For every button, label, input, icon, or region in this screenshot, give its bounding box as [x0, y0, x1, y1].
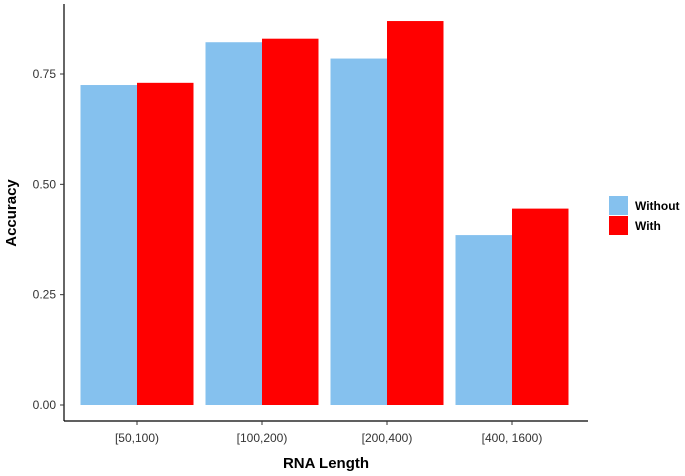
x-tick-label: [100,200): [237, 431, 288, 445]
legend-label-without: Without: [635, 199, 680, 213]
x-tick-label: [50,100): [115, 431, 159, 445]
x-tick-label: [400, 1600): [482, 431, 543, 445]
y-ticks: 0.00 0.25 0.50 0.75: [33, 67, 64, 412]
x-axis-title: RNA Length: [283, 455, 369, 472]
bar-without-3: [455, 235, 512, 405]
y-tick-label: 0.25: [33, 288, 57, 302]
legend-label-with: With: [635, 219, 661, 233]
legend: Without With: [609, 196, 680, 235]
y-tick-label: 0.50: [33, 177, 57, 191]
bar-with-2: [387, 21, 444, 405]
legend-key-with: [609, 216, 628, 235]
bar-without-2: [330, 58, 387, 405]
bar-without-1: [205, 42, 262, 405]
bar-with-3: [512, 208, 569, 405]
legend-key-without: [609, 196, 628, 215]
bar-with-1: [262, 38, 319, 406]
y-tick-label: 0.75: [33, 67, 57, 81]
bar-with-0: [137, 82, 194, 406]
x-tick-label: [200,400): [362, 431, 413, 445]
y-tick-label: 0.00: [33, 398, 57, 412]
bars-layer: [80, 21, 569, 406]
bar-without-0: [80, 85, 137, 406]
y-axis-title: Accuracy: [3, 179, 20, 247]
x-ticks: [50,100) [100,200) [200,400) [400, 1600): [115, 421, 542, 445]
